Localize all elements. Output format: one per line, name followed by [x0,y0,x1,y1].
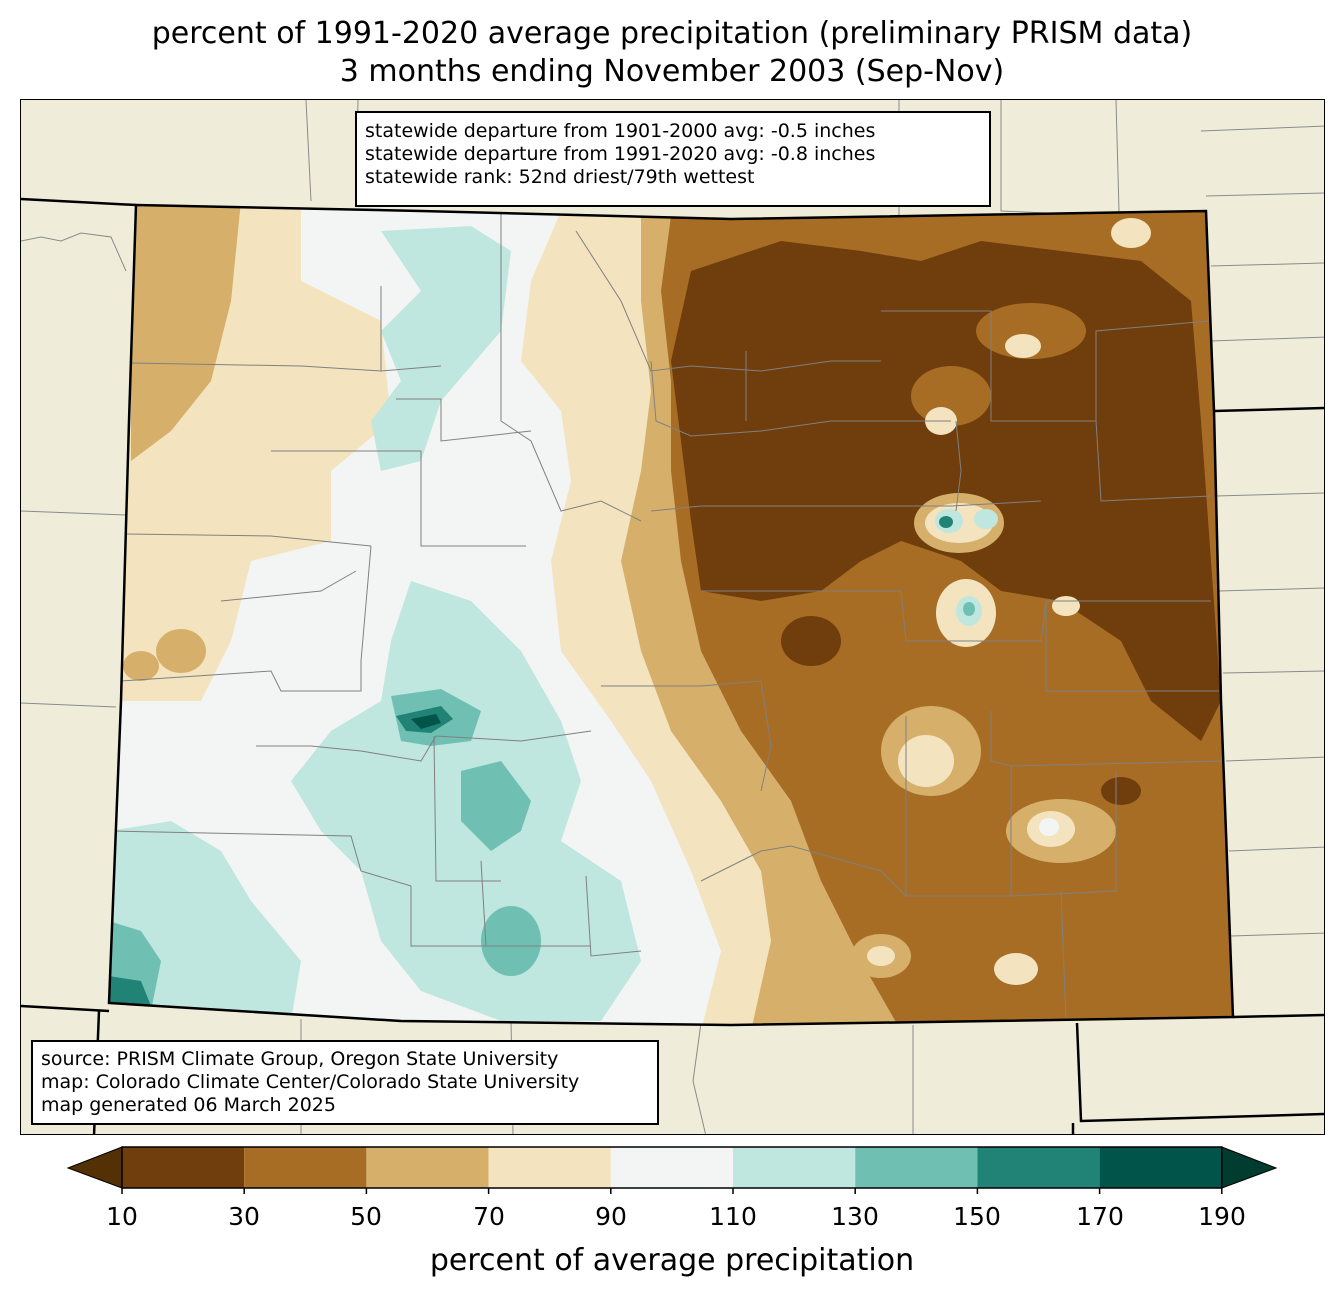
sw-170-190 [411,714,441,729]
northwest-50-70 [131,205,241,461]
east-90-110-island [1039,818,1059,836]
stats-line-3: statewide rank: 52nd driest/79th wettest [365,166,755,188]
core-10-30-patch-2 [1101,777,1141,805]
east-150-170-island [939,516,953,528]
colorbar-tick-label: 50 [350,1202,382,1231]
colorbar-tick-label: 30 [228,1202,260,1231]
colorbar-under-arrow [66,1146,123,1189]
east-70-90-island-7 [898,735,954,787]
east-30-50-island [976,303,1086,359]
west-50-70-patch-2 [123,651,159,681]
core-10-30-patch [781,616,841,666]
stats-line-2: statewide departure from 1991-2020 avg: … [365,143,876,165]
statewide-stats-box: statewide departure from 1901-2000 avg: … [355,111,991,207]
colorbar-tick-label: 70 [473,1202,505,1231]
east-70-90-island-3 [1111,218,1151,248]
colorbar-ticks [121,1188,1223,1194]
colorbar [66,1146,1278,1194]
stats-line-1: statewide departure from 1901-2000 avg: … [365,120,876,142]
north-110-130 [371,226,511,471]
east-130-150-island [963,602,975,616]
colorbar-bin-130-150 [855,1147,978,1188]
east-70-90-island-9 [867,946,895,966]
colorbar-bin-150-170 [977,1147,1100,1188]
colorbar-bin-90-110 [610,1147,733,1188]
core-10-30 [671,241,1221,741]
colorbar-bin-30-50 [244,1147,367,1188]
colorbar-tick-label: 150 [953,1202,1001,1231]
source-box: source: PRISM Climate Group, Oregon Stat… [31,1040,659,1125]
source-line-1: source: PRISM Climate Group, Oregon Stat… [41,1048,559,1070]
east-70-90-island-6 [1052,596,1080,616]
map-panel [20,99,1325,1135]
far-southwest-150-170 [109,976,151,1006]
sw-130-150-2 [461,761,531,851]
precipitation-contours [109,205,1233,1025]
colorbar-over-arrow [1221,1146,1278,1189]
sw-130-150-3 [481,906,541,976]
colorbar-tick-label: 110 [709,1202,757,1231]
colorbar-outline [121,1146,1223,1189]
colorbar-bin-10-30 [122,1147,245,1188]
colorbar-bin-170-190 [1099,1147,1222,1188]
state-border [107,203,1235,1027]
colorbar-bin-70-90 [488,1147,611,1188]
precipitation-map [21,100,1324,1134]
colorbar-tick-label: 190 [1198,1202,1246,1231]
colorbar-tick-label: 90 [595,1202,627,1231]
west-50-70-patch [156,629,206,673]
source-line-3: map generated 06 March 2025 [41,1094,336,1116]
county-lines [110,211,1227,1022]
colorbar-tick-label: 170 [1076,1202,1124,1231]
colorbar-bin-110-130 [733,1147,856,1188]
map-title-line-2: 3 months ending November 2003 (Sep-Nov) [339,54,1005,89]
colorbar-tick-label: 130 [831,1202,879,1231]
colorbar-bin-50-70 [366,1147,489,1188]
east-110-130-island-2 [974,509,998,529]
east-70-90-island-2 [1005,334,1041,358]
source-line-2: map: Colorado Climate Center/Colorado St… [41,1071,580,1093]
map-title-line-1: percent of 1991-2020 average precipitati… [151,16,1193,51]
colorbar-label: percent of average precipitation [429,1243,915,1278]
east-70-90-island-10 [994,953,1038,985]
colorbar-tick-label: 10 [106,1202,138,1231]
